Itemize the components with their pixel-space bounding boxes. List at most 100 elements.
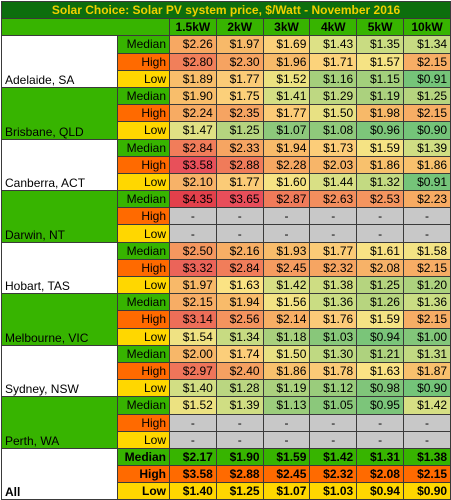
price-cell: $2.15 (402, 310, 451, 329)
price-cell: $1.36 (402, 293, 451, 312)
stat-label-low: Low (117, 224, 170, 243)
price-cell: $0.91 (402, 172, 451, 192)
price-cell: $2.08 (356, 258, 404, 278)
price-cell: $1.63 (356, 361, 404, 381)
price-cell: $1.16 (309, 69, 358, 88)
price-cell: $1.32 (356, 172, 404, 192)
price-cell: $1.08 (309, 121, 358, 140)
stat-label-low: Low (117, 172, 170, 192)
price-cell: $1.86 (262, 361, 311, 381)
city-label: Hobart, TAS (1, 241, 118, 295)
stat-label-high: High (117, 413, 170, 432)
price-cell: $1.86 (356, 155, 404, 174)
price-cell: $1.25 (215, 121, 264, 140)
stat-label-high: High (117, 207, 170, 226)
price-cell: $1.86 (402, 155, 451, 174)
price-cell: $1.90 (169, 86, 217, 106)
stat-label-low: Low (117, 275, 170, 295)
column-header-2kw: 2kW (215, 18, 264, 37)
price-cell: $1.69 (262, 35, 311, 54)
price-cell: $1.34 (402, 35, 451, 54)
price-cell: $1.25 (215, 482, 264, 500)
stat-label-median: Median (117, 447, 170, 467)
price-cell: - (262, 430, 311, 449)
table-row: High $3.32 $2.84 $2.45 $2.32 $2.08 $2.15 (2, 258, 451, 278)
price-cell: $1.97 (215, 35, 264, 54)
price-cell: $1.90 (215, 447, 264, 467)
price-cell: $1.78 (309, 361, 358, 381)
stat-label-median: Median (117, 293, 170, 312)
table-row: Adelaide, SA Median $2.26 $1.97 $1.69 $1.43 $1… (1, 35, 451, 88)
price-cell: $1.77 (215, 172, 264, 192)
price-cell: $1.40 (169, 379, 217, 398)
price-cell: $1.38 (309, 275, 358, 295)
stat-label-low: Low (117, 69, 170, 88)
price-cell: $1.61 (356, 241, 404, 260)
stat-label-median: Median (117, 396, 170, 415)
stat-label-high: High (117, 465, 170, 484)
price-cell: - (402, 224, 451, 243)
price-cell: - (309, 413, 358, 432)
stat-label-high: High (117, 104, 170, 123)
stat-label-high: High (117, 258, 170, 278)
price-cell: $2.40 (215, 361, 264, 381)
price-cell: $2.17 (169, 447, 217, 467)
price-cell: $1.75 (215, 86, 264, 106)
price-cell: $0.94 (356, 482, 404, 500)
price-cell: $1.94 (215, 293, 264, 312)
price-cell: $1.07 (262, 121, 311, 140)
price-cell: $1.59 (356, 138, 404, 157)
price-cell: - (309, 430, 358, 449)
stat-label-high: High (117, 155, 170, 174)
price-cell: $2.84 (169, 138, 217, 157)
table-row: Low $1.47 $1.25 $1.07 $1.08 $0.96 $0.90 (2, 121, 451, 140)
city-label: Perth, WA (1, 396, 118, 449)
price-cell: $2.50 (169, 241, 217, 260)
price-cell: $2.88 (215, 465, 264, 484)
price-cell: $1.12 (309, 379, 358, 398)
header-spacer (1, 18, 170, 37)
price-cell: $1.41 (262, 86, 311, 106)
table-row: High $2.80 $2.30 $1.96 $1.71 $1.57 $2.15 (2, 52, 451, 71)
price-cell: $2.87 (262, 190, 311, 209)
price-cell: - (169, 430, 217, 449)
table-row: Canberra, ACT Median $2.84 $2.33 $1.94 $1.73 $… (1, 138, 451, 192)
price-cell: $1.77 (262, 104, 311, 123)
price-cell: $2.32 (309, 258, 358, 278)
price-cell: $1.42 (262, 275, 311, 295)
price-cell: - (309, 224, 358, 243)
price-cell: $1.25 (402, 86, 451, 106)
city-label: Sydney, NSW (1, 344, 118, 398)
price-cell: $3.65 (215, 190, 264, 209)
price-cell: $1.38 (402, 447, 451, 467)
price-cell: $2.84 (215, 258, 264, 278)
table-row: Perth, WA Median $1.52 $1.39 $1.13 $1.05 $0.95… (1, 396, 451, 449)
price-cell: $1.50 (309, 104, 358, 123)
table-row: All Median $2.17 $1.90 $1.59 $1.42 $1.31 $1.38 (1, 447, 451, 500)
price-cell: - (169, 413, 217, 432)
price-cell: - (215, 413, 264, 432)
stat-label-median: Median (117, 35, 170, 54)
price-cell: $2.35 (215, 104, 264, 123)
city-label: Brisbane, QLD (1, 86, 118, 140)
price-cell: $1.52 (169, 396, 217, 415)
price-cell: $1.87 (402, 361, 451, 381)
price-cell: $1.50 (262, 344, 311, 363)
price-cell: $1.13 (262, 396, 311, 415)
price-cell: - (169, 207, 217, 226)
table-row: Low $1.97 $1.63 $1.42 $1.38 $1.25 $1.20 (2, 275, 451, 295)
price-cell: $2.30 (215, 52, 264, 71)
column-header-4kw: 4kW (309, 18, 358, 37)
price-cell: $2.45 (262, 258, 311, 278)
stat-label-low: Low (117, 327, 170, 346)
price-cell: $1.42 (309, 447, 358, 467)
table-row: High $2.24 $2.35 $1.77 $1.50 $1.98 $2.15 (2, 104, 451, 123)
price-cell: $2.08 (356, 465, 404, 484)
column-header-1-5kw: 1.5kW (169, 18, 217, 37)
price-cell: $2.24 (169, 104, 217, 123)
price-cell: $2.45 (262, 465, 311, 484)
price-cell: $2.88 (215, 155, 264, 174)
table-row: Low - - - - - - (2, 430, 451, 449)
stat-label-median: Median (117, 241, 170, 260)
table-row: Low $1.54 $1.34 $1.18 $1.03 $0.94 $1.00 (2, 327, 451, 346)
